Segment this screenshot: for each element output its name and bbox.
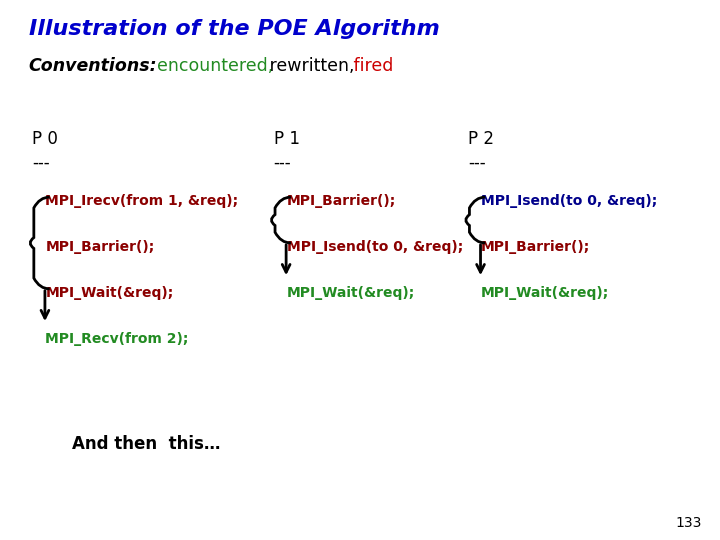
Text: MPI_Wait(&req);: MPI_Wait(&req); xyxy=(287,286,415,300)
Text: MPI_Isend(to 0, &req);: MPI_Isend(to 0, &req); xyxy=(287,240,463,254)
Text: fired: fired xyxy=(348,57,394,75)
Text: MPI_Wait(&req);: MPI_Wait(&req); xyxy=(481,286,609,300)
Text: Illustration of the POE Algorithm: Illustration of the POE Algorithm xyxy=(29,19,439,39)
Text: And then  this…: And then this… xyxy=(72,435,220,453)
Text: P 1: P 1 xyxy=(274,130,300,147)
Text: Conventions:: Conventions: xyxy=(29,57,158,75)
Text: rewritten,: rewritten, xyxy=(264,57,354,75)
Text: MPI_Barrier();: MPI_Barrier(); xyxy=(45,240,155,254)
Text: ---: --- xyxy=(468,154,485,172)
Text: MPI_Irecv(from 1, &req);: MPI_Irecv(from 1, &req); xyxy=(45,194,238,208)
Text: MPI_Barrier();: MPI_Barrier(); xyxy=(481,240,590,254)
Text: ---: --- xyxy=(274,154,291,172)
Text: 133: 133 xyxy=(675,516,702,530)
Text: MPI_Wait(&req);: MPI_Wait(&req); xyxy=(45,286,174,300)
Text: encountered,: encountered, xyxy=(157,57,273,75)
Text: MPI_Isend(to 0, &req);: MPI_Isend(to 0, &req); xyxy=(481,194,657,208)
Text: P 0: P 0 xyxy=(32,130,58,147)
Text: MPI_Barrier();: MPI_Barrier(); xyxy=(287,194,396,208)
Text: MPI_Recv(from 2);: MPI_Recv(from 2); xyxy=(45,332,189,346)
Text: ---: --- xyxy=(32,154,50,172)
Text: P 2: P 2 xyxy=(468,130,494,147)
